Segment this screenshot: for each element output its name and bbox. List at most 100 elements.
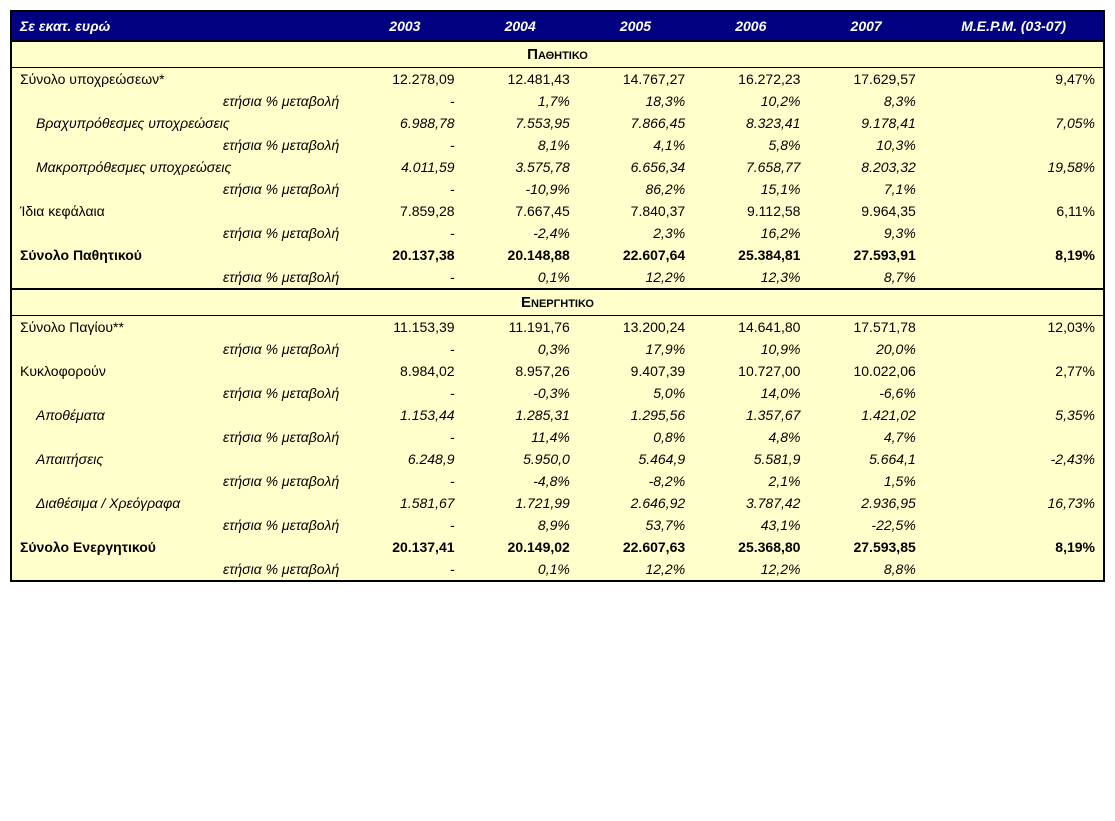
table-row: Σύνολο Παγίου**11.153,3911.191,7613.200,… bbox=[11, 316, 1104, 339]
value-cell: 1.421,02 bbox=[808, 404, 923, 426]
value-cell: - bbox=[347, 470, 462, 492]
header-year: 2005 bbox=[578, 11, 693, 41]
row-label: ετήσια % μεταβολή bbox=[11, 558, 347, 581]
table-row: ετήσια % μεταβολή-11,4%0,8%4,8%4,7% bbox=[11, 426, 1104, 448]
value-cell: 4.011,59 bbox=[347, 156, 462, 178]
value-cell: 86,2% bbox=[578, 178, 693, 200]
value-cell: 6.248,9 bbox=[347, 448, 462, 470]
value-cell: 1.581,67 bbox=[347, 492, 462, 514]
value-cell: 5,0% bbox=[578, 382, 693, 404]
section-title: Ενεργητικο bbox=[11, 289, 1104, 316]
value-cell: 5,8% bbox=[693, 134, 808, 156]
row-label: ετήσια % μεταβολή bbox=[11, 222, 347, 244]
value-cell: - bbox=[347, 178, 462, 200]
row-label: Μακροπρόθεσμες υποχρεώσεις bbox=[11, 156, 347, 178]
value-cell: 8.323,41 bbox=[693, 112, 808, 134]
header-merm: Μ.Ε.Ρ.Μ. (03-07) bbox=[924, 11, 1104, 41]
value-cell: 22.607,64 bbox=[578, 244, 693, 266]
value-cell: 12,03% bbox=[924, 316, 1104, 339]
value-cell: 8,19% bbox=[924, 244, 1104, 266]
table-row: ετήσια % μεταβολή-8,1%4,1%5,8%10,3% bbox=[11, 134, 1104, 156]
value-cell: 12,2% bbox=[578, 266, 693, 289]
value-cell: 1.721,99 bbox=[463, 492, 578, 514]
value-cell: 12.481,43 bbox=[463, 68, 578, 91]
value-cell: -4,8% bbox=[463, 470, 578, 492]
table-row: ετήσια % μεταβολή-8,9%53,7%43,1%-22,5% bbox=[11, 514, 1104, 536]
value-cell: 2,1% bbox=[693, 470, 808, 492]
header-year: 2006 bbox=[693, 11, 808, 41]
table-row: Σύνολο Παθητικού20.137,3820.148,8822.607… bbox=[11, 244, 1104, 266]
value-cell: 6.988,78 bbox=[347, 112, 462, 134]
value-cell: - bbox=[347, 382, 462, 404]
value-cell: 4,8% bbox=[693, 426, 808, 448]
value-cell: 8.984,02 bbox=[347, 360, 462, 382]
value-cell: 16,73% bbox=[924, 492, 1104, 514]
row-label: Βραχυπρόθεσμες υποχρεώσεις bbox=[11, 112, 347, 134]
table-row: ετήσια % μεταβολή-0,3%17,9%10,9%20,0% bbox=[11, 338, 1104, 360]
value-cell: 20.149,02 bbox=[463, 536, 578, 558]
value-cell: 22.607,63 bbox=[578, 536, 693, 558]
row-label: Διαθέσιμα / Χρεόγραφα bbox=[11, 492, 347, 514]
value-cell: 6,11% bbox=[924, 200, 1104, 222]
value-cell: 1,7% bbox=[463, 90, 578, 112]
value-cell: - bbox=[347, 338, 462, 360]
value-cell: - bbox=[347, 90, 462, 112]
value-cell bbox=[924, 338, 1104, 360]
value-cell: -22,5% bbox=[808, 514, 923, 536]
value-cell: 15,1% bbox=[693, 178, 808, 200]
table-row: ετήσια % μεταβολή--10,9%86,2%15,1%7,1% bbox=[11, 178, 1104, 200]
value-cell: 2,3% bbox=[578, 222, 693, 244]
value-cell: 9.407,39 bbox=[578, 360, 693, 382]
value-cell: 18,3% bbox=[578, 90, 693, 112]
value-cell bbox=[924, 134, 1104, 156]
value-cell: 7.840,37 bbox=[578, 200, 693, 222]
value-cell bbox=[924, 382, 1104, 404]
value-cell bbox=[924, 90, 1104, 112]
value-cell: - bbox=[347, 134, 462, 156]
value-cell: 0,8% bbox=[578, 426, 693, 448]
section-header-row: Παθητικο bbox=[11, 41, 1104, 68]
value-cell: 12.278,09 bbox=[347, 68, 462, 91]
value-cell: 9.112,58 bbox=[693, 200, 808, 222]
table-row: ετήσια % μεταβολή--4,8%-8,2%2,1%1,5% bbox=[11, 470, 1104, 492]
value-cell: 14.767,27 bbox=[578, 68, 693, 91]
row-label: Σύνολο Ενεργητικού bbox=[11, 536, 347, 558]
value-cell: 9.964,35 bbox=[808, 200, 923, 222]
table-row: Απαιτήσεις6.248,95.950,05.464,95.581,95.… bbox=[11, 448, 1104, 470]
value-cell: 6.656,34 bbox=[578, 156, 693, 178]
table-row: Διαθέσιμα / Χρεόγραφα1.581,671.721,992.6… bbox=[11, 492, 1104, 514]
value-cell: 20.137,41 bbox=[347, 536, 462, 558]
section-title: Παθητικο bbox=[11, 41, 1104, 68]
value-cell: 16.272,23 bbox=[693, 68, 808, 91]
value-cell: 43,1% bbox=[693, 514, 808, 536]
value-cell: 12,3% bbox=[693, 266, 808, 289]
row-label: Σύνολο υποχρεώσεων* bbox=[11, 68, 347, 91]
row-label: ετήσια % μεταβολή bbox=[11, 266, 347, 289]
value-cell: - bbox=[347, 266, 462, 289]
value-cell: 20.137,38 bbox=[347, 244, 462, 266]
value-cell: 3.575,78 bbox=[463, 156, 578, 178]
header-year: 2007 bbox=[808, 11, 923, 41]
value-cell: 10,9% bbox=[693, 338, 808, 360]
row-label: Αποθέματα bbox=[11, 404, 347, 426]
row-label: Κυκλοφορούν bbox=[11, 360, 347, 382]
value-cell bbox=[924, 178, 1104, 200]
value-cell: 8.957,26 bbox=[463, 360, 578, 382]
value-cell: 20,0% bbox=[808, 338, 923, 360]
value-cell: 9,47% bbox=[924, 68, 1104, 91]
value-cell: 12,2% bbox=[578, 558, 693, 581]
value-cell: 11.153,39 bbox=[347, 316, 462, 339]
value-cell: 7.866,45 bbox=[578, 112, 693, 134]
value-cell bbox=[924, 514, 1104, 536]
value-cell: 7.859,28 bbox=[347, 200, 462, 222]
table-row: ετήσια % μεταβολή-0,1%12,2%12,3%8,7% bbox=[11, 266, 1104, 289]
header-row: Σε εκατ. ευρώ 2003 2004 2005 2006 2007 Μ… bbox=[11, 11, 1104, 41]
value-cell: - bbox=[347, 514, 462, 536]
row-label: ετήσια % μεταβολή bbox=[11, 382, 347, 404]
value-cell: 8,8% bbox=[808, 558, 923, 581]
value-cell: 19,58% bbox=[924, 156, 1104, 178]
value-cell: 8,9% bbox=[463, 514, 578, 536]
value-cell: 14.641,80 bbox=[693, 316, 808, 339]
value-cell: 5.950,0 bbox=[463, 448, 578, 470]
value-cell: 1.153,44 bbox=[347, 404, 462, 426]
